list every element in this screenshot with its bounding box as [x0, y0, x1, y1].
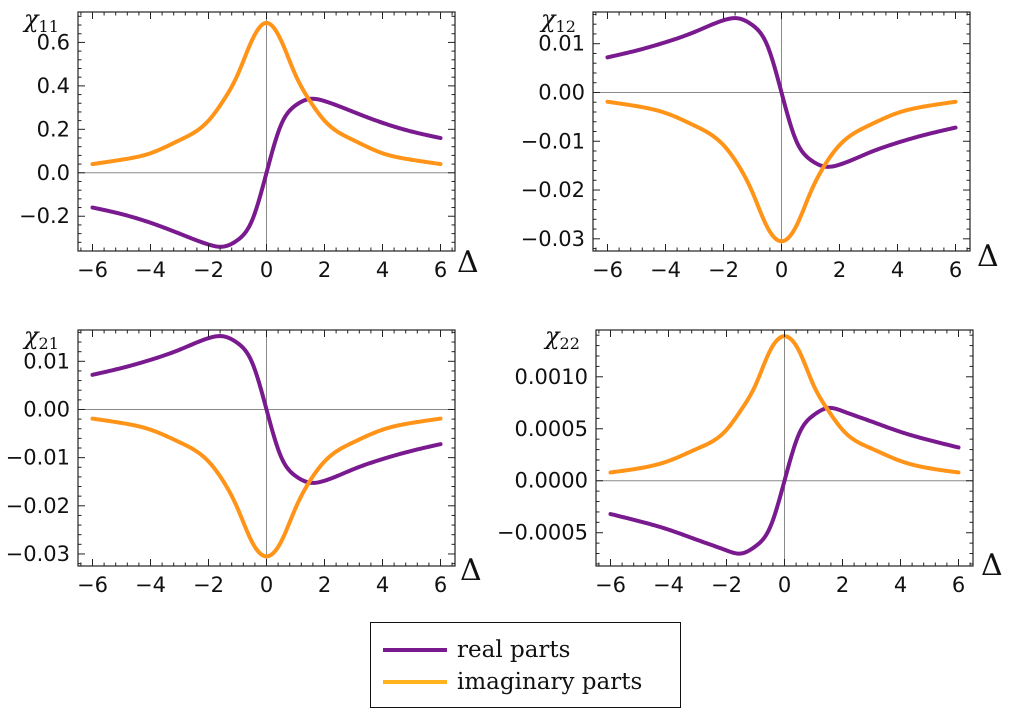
x-tick-label: 2: [836, 573, 849, 597]
x-tick-label: −4: [135, 258, 166, 282]
x-tick-label: −6: [77, 258, 108, 282]
y-tick-label: 0.00: [538, 80, 585, 104]
x-tick-label: 0: [260, 573, 273, 597]
x-tick-label: 4: [891, 258, 904, 282]
y-tick-label: 0.0005: [515, 417, 588, 441]
panel-chi-21: χ21 Δ −6 −4 −2 0 2 4 6 −0.03 −0.02 −0.01 0.00 0.01: [6, 322, 482, 597]
x-tick-label: −6: [592, 258, 623, 282]
panel-chi-11: χ11 Δ −6 −4 −2 0 2 4 6 −0.2 0.0 0.2 0.4 0.6: [19, 5, 479, 282]
x-tick-label: 6: [952, 573, 965, 597]
x-tick-label: −2: [711, 573, 742, 597]
series-line-real: [608, 405, 961, 556]
x-tick-label: 0: [260, 258, 273, 282]
y-tick-label: 0.01: [538, 32, 585, 56]
y-tick-label: 0.00: [23, 397, 70, 421]
series-line-imag: [605, 99, 958, 244]
x-axis-label: Δ: [460, 553, 482, 588]
y-tick-label: −0.0005: [497, 521, 588, 545]
x-tick-label: 2: [318, 258, 331, 282]
y-tick-label: −0.03: [521, 227, 585, 251]
panel-title-chi-11: χ11: [22, 5, 59, 36]
panel-title-chi-21: χ21: [22, 322, 59, 353]
y-tick-label: −0.2: [19, 204, 70, 228]
y-tick-label: 0.01: [23, 349, 70, 373]
legend-label-real: real parts: [457, 637, 571, 663]
x-tick-label: −4: [650, 258, 681, 282]
x-tick-label: 0: [775, 258, 788, 282]
x-tick-label: 2: [833, 258, 846, 282]
x-tick-label: −6: [595, 573, 626, 597]
x-tick-label: 6: [949, 258, 962, 282]
x-tick-label: −2: [708, 258, 739, 282]
x-tick-label: 2: [318, 573, 331, 597]
legend-swatch-imag: [383, 680, 447, 684]
y-tick-label: 0.0010: [515, 365, 588, 389]
x-tick-label: −2: [193, 258, 224, 282]
x-tick-label: 6: [434, 573, 447, 597]
y-tick-label: 0.4: [37, 74, 70, 98]
x-tick-label: −2: [193, 573, 224, 597]
y-tick-label: −0.03: [6, 542, 70, 566]
x-tick-label: −6: [77, 573, 108, 597]
y-tick-label: 0.0: [37, 161, 70, 185]
y-tick-label: −0.01: [6, 446, 70, 470]
x-axis-label: Δ: [977, 239, 999, 274]
series-line-real: [90, 334, 443, 485]
legend-label-imag: imaginary parts: [457, 669, 643, 695]
legend: real parts imaginary parts: [370, 622, 681, 708]
x-tick-label: 0: [778, 573, 791, 597]
x-tick-label: 4: [376, 258, 389, 282]
series-line-imag: [90, 20, 443, 167]
x-tick-label: 4: [376, 573, 389, 597]
series-line-real: [605, 16, 958, 169]
x-tick-label: 6: [434, 258, 447, 282]
y-tick-label: −0.02: [521, 178, 585, 202]
panel-title-chi-12: χ12: [539, 5, 576, 36]
y-tick-label: −0.02: [6, 494, 70, 518]
x-tick-label: −4: [653, 573, 684, 597]
x-tick-label: −4: [135, 573, 166, 597]
x-axis-label: Δ: [981, 548, 1003, 583]
x-tick-label: 4: [894, 573, 907, 597]
panel-chi-22: χ22 Δ −6 −4 −2 0 2 4 6 −0.0005 0.0000 0.0005 0.001…: [497, 322, 1003, 597]
y-tick-label: 0.2: [37, 117, 70, 141]
panel-chi-12: χ12 Δ −6 −4 −2 0 2 4 6 −0.03 −0.02 −0.01 0.00 0.01: [521, 5, 999, 282]
legend-swatch-real: [383, 648, 447, 652]
y-tick-label: 0.6: [37, 30, 70, 54]
legend-item-real: real parts: [383, 635, 570, 665]
x-axis-label: Δ: [457, 245, 479, 280]
panel-title-chi-22: χ22: [543, 322, 580, 353]
series-line-real: [90, 96, 443, 249]
legend-item-imag: imaginary parts: [383, 667, 642, 697]
y-tick-label: −0.01: [521, 129, 585, 153]
series-line-imag: [90, 416, 443, 559]
y-tick-label: 0.0000: [515, 469, 588, 493]
